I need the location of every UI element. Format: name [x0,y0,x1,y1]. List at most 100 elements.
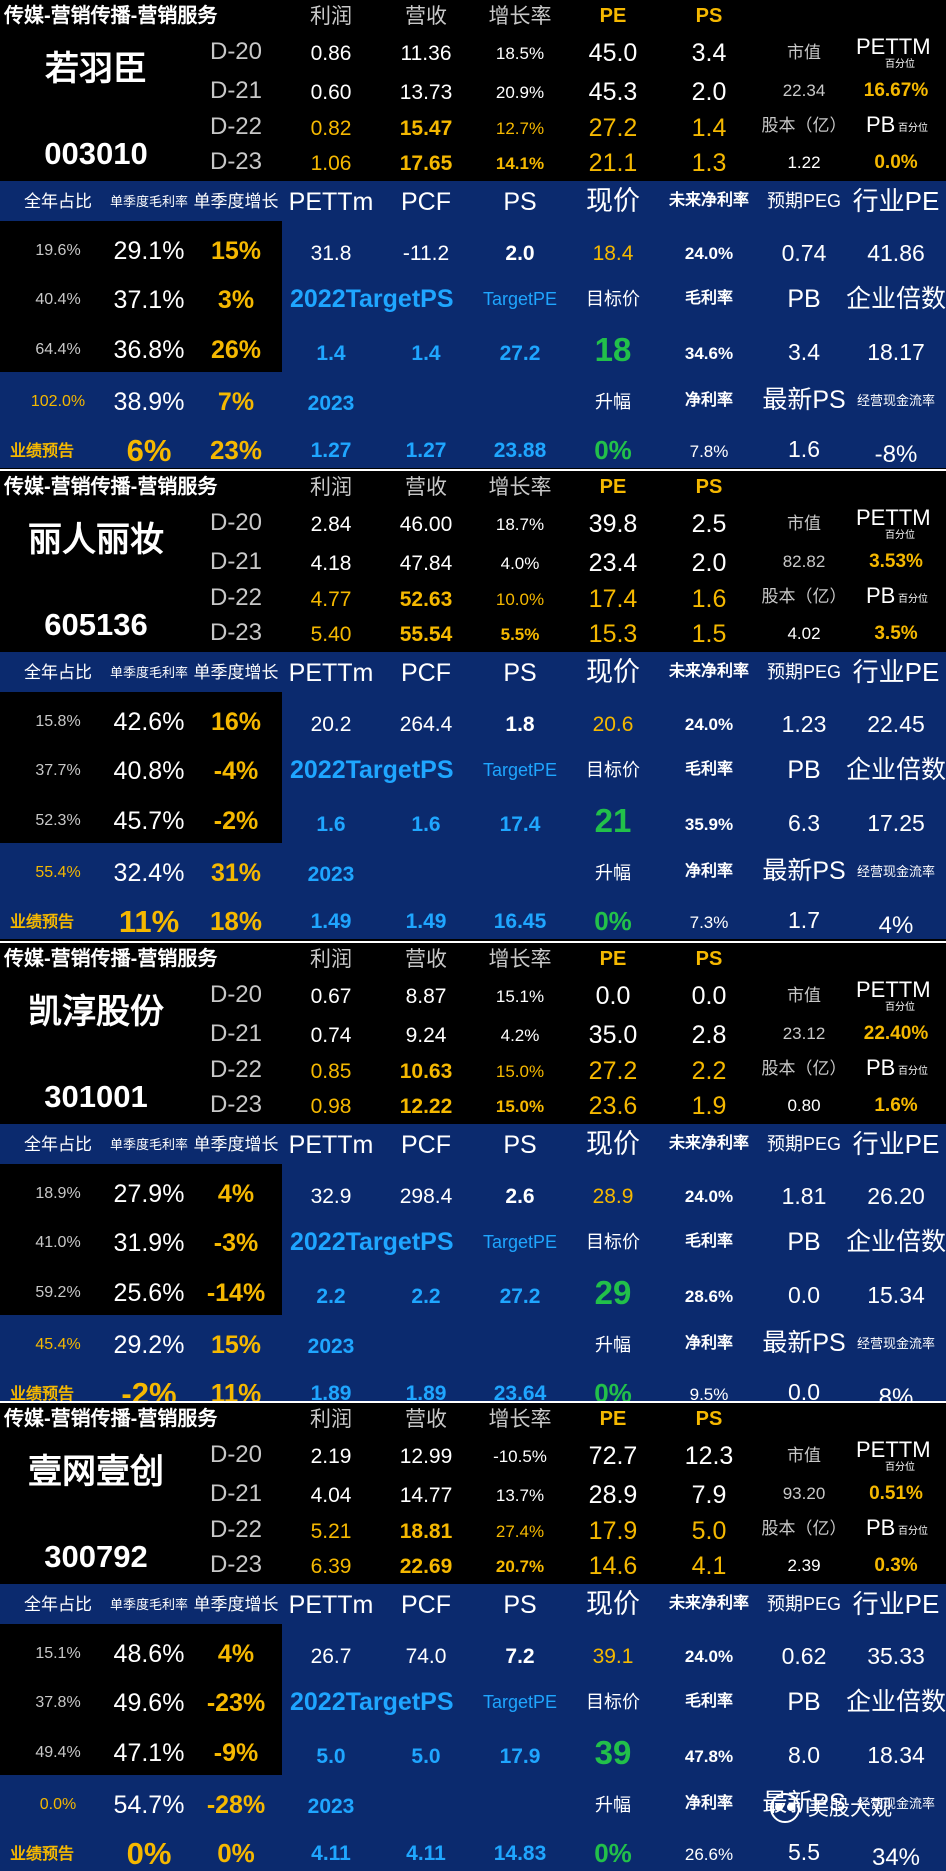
annual-share-value: 64.4% [35,341,81,358]
q-gross-value: 54.7% [113,1791,185,1819]
revenue-value: 10.63 [399,1060,453,1083]
future-net-value: 24.0% [684,244,734,263]
pettm-pct-label: PETTM [856,34,931,59]
header-profit: 利润 [310,476,352,499]
stock-card: 传媒-营销传播-营销服务 利润 营收 增长率 PE PS 壹网壹创 300792 D-20 2.1… [0,1403,946,1871]
latest-ps-label: 最新PS [762,386,846,414]
year-label: D-21 [209,548,263,575]
q-growth-value: 3% [217,286,255,314]
year-2023-label: 2023 [307,392,355,415]
annual-share-value: 45.4% [35,1336,81,1353]
header-revenue: 营收 [405,5,447,28]
net-margin-label: 净利率 [684,1795,734,1812]
pe-value: 0.0 [595,982,631,1010]
header-price: 现价 [586,1589,640,1619]
ps-value: 2.2 [691,1057,727,1085]
profit-value: 6.39 [310,1555,352,1578]
stock-name: 凯淳股份 [28,993,164,1031]
stock-card: 传媒-营销传播-营销服务 利润 营收 增长率 PE PS 丽人丽妆 605136 D-20 2.8… [0,471,946,939]
profit-value: 0.86 [310,42,352,65]
pe-value: 17.9 [588,1517,638,1545]
pb-pct-label: PB [866,1055,896,1080]
profit-value: 5.21 [310,1520,352,1543]
sector-label: 传媒-营销传播-营销服务 [4,476,218,498]
q-growth-value: -4% [213,757,259,785]
growth-value: 15.1% [495,987,545,1006]
forecast-value-b: 18% [209,906,263,936]
ps-value: 1.5 [691,620,727,648]
q-growth-value: -2% [213,807,259,835]
header-q-gross: 单季度毛利率 [109,194,189,209]
tpe-2023-value: 16.45 [493,910,547,933]
pe-value: 27.2 [588,1057,638,1085]
header-peg: 预期PEG [766,1134,842,1154]
ps-now-value: 7.2 [505,1645,535,1668]
profit-value: 0.85 [310,1060,352,1083]
annual-share-value: 40.4% [35,291,81,308]
target-pe-label: TargetPE [482,1232,558,1252]
mktcap-value: 93.20 [782,1484,826,1503]
target-ps-value-b: 1.4 [411,342,441,365]
revenue-value: 14.77 [399,1484,453,1507]
header-growth: 增长率 [488,476,552,499]
ps-value: 5.0 [691,1517,727,1545]
annual-share-value: 0.0% [39,1796,77,1813]
q-gross-value: 45.7% [113,807,185,835]
target-ps-label: 2022TargetPS [290,1228,454,1256]
ps-value: 1.6 [691,585,727,613]
header-price: 现价 [586,657,640,687]
stock-name: 壹网壹创 [28,1453,164,1491]
peg-value: 1.23 [781,711,827,737]
mktcap-label: 市值 [787,986,821,1005]
tps-2023-value-b: 1.89 [405,1382,447,1405]
target-price-label: 目标价 [586,760,640,780]
pe-value: 35.0 [588,1021,638,1049]
pettm-value: 20.2 [310,713,352,736]
mktcap-value: 23.12 [782,1024,826,1043]
pcf-value: 74.0 [405,1645,447,1668]
summary-panel: 传媒-营销传播-营销服务 利润 营收 增长率 PE PS 若羽臣 003010 D-20 0.86… [0,0,946,179]
metrics-panel: 全年占比 单季度毛利率 单季度增长 PETTm PCF PS 现价 未来净利率 预期PEG 行业P… [0,181,946,468]
ps-value: 2.8 [691,1021,727,1049]
pe-value: 17.4 [588,585,638,613]
stock-code: 300792 [44,1539,148,1574]
ps-now-value: 2.6 [505,1185,535,1208]
peg-value: 0.74 [781,240,827,266]
profit-value: 0.82 [310,117,352,140]
header-growth: 增长率 [488,1408,552,1431]
pb-value: 0.0 [788,1282,820,1308]
q-growth-value: -28% [206,1791,266,1819]
annual-share-value: 102.0% [30,393,86,410]
target-ps-value-a: 1.6 [316,813,346,836]
header-pettm: PETTm [288,659,374,687]
ev-value: 18.17 [867,339,925,365]
future-net-value: 24.0% [684,1187,734,1206]
tpe-2023-value: 23.64 [493,1382,547,1405]
year-label: D-23 [209,1551,263,1578]
ev-multiple-label: 企业倍数 [845,1688,946,1716]
target-pe-label: TargetPE [482,760,558,780]
header-pettm: PETTm [288,1591,374,1619]
pe-value: 39.8 [588,510,638,538]
revenue-value: 52.63 [399,588,453,611]
stock-name: 若羽臣 [45,50,147,88]
ps-value: 1.3 [691,149,727,177]
stock-name: 丽人丽妆 [28,521,164,559]
year-label: D-22 [209,1516,263,1543]
q-growth-value: -9% [213,1739,259,1767]
shares-label: 股本（亿） [761,116,847,135]
pettm-pct-suffix: 百分位 [885,1002,915,1013]
tps-2023-value-a: 1.89 [310,1382,352,1405]
tpe-2023-value: 14.83 [493,1842,547,1865]
gross-margin-label: 毛利率 [684,290,734,307]
forecast-value-b: 23% [209,435,263,465]
year-label: D-21 [209,1020,263,1047]
year-label: D-20 [209,509,263,536]
revenue-value: 9.24 [405,1024,447,1047]
ps-value: 3.4 [691,39,727,67]
q-growth-value: 15% [210,237,262,265]
profit-value: 4.04 [310,1484,352,1507]
annual-share-value: 18.9% [35,1185,81,1202]
pettm-pct-value: 22.40% [863,1023,929,1044]
target-ps-value-a: 5.0 [316,1745,346,1768]
